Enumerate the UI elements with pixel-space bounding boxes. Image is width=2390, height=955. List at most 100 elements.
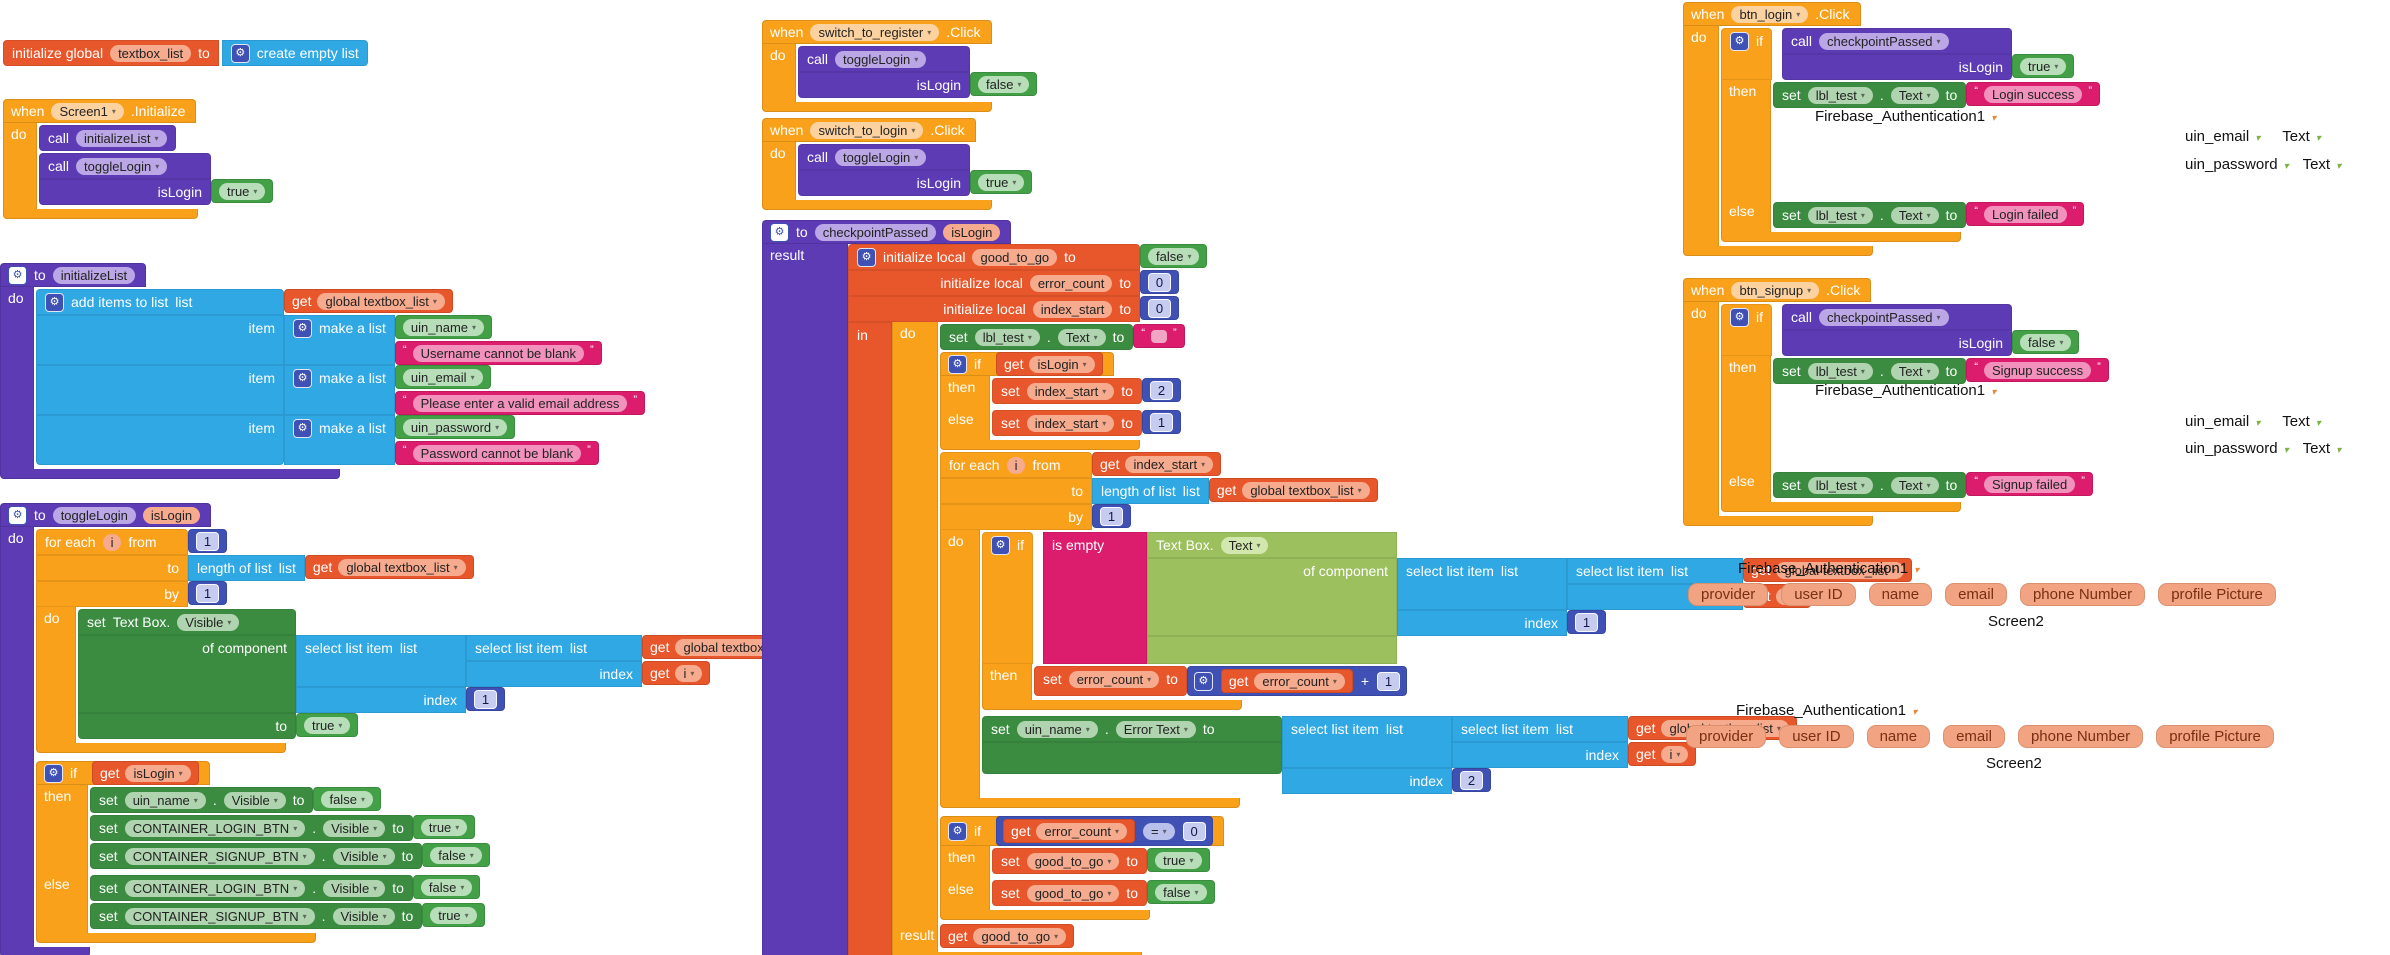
parameter-chip[interactable]: isLogin: [943, 223, 1001, 241]
procedure-name-field[interactable]: initializeList: [52, 266, 136, 284]
initialize-local-block[interactable]: initialize local good_to_go to false ini…: [848, 244, 1912, 955]
get-good-to-go-block[interactable]: get good_to_go: [940, 924, 1075, 948]
gear-icon[interactable]: [293, 418, 312, 438]
flyout-item-name[interactable]: name: [1868, 583, 1933, 606]
block-to-toggleLogin[interactable]: to toggleLogin isLogin do for each i fro…: [0, 503, 811, 955]
component-uin-password-block[interactable]: uin_password: [394, 415, 516, 439]
flyout-item-phone-number[interactable]: phone Number: [2019, 583, 2146, 606]
flyout-item-email[interactable]: email: [1945, 583, 2007, 606]
if-block[interactable]: if call checkpointPassed isLogin true: [1721, 28, 2101, 242]
get-i-block[interactable]: get i: [642, 661, 711, 685]
floating-uin-email-label[interactable]: uin_email Text: [2185, 128, 2321, 145]
call-checkpointPassed-block[interactable]: call checkpointPassed isLogin true: [1782, 28, 2075, 80]
operator-dropdown[interactable]: =: [1142, 822, 1175, 840]
call-toggleLogin-block[interactable]: call toggleLogin isLogin false: [798, 46, 1038, 98]
do-result-block[interactable]: do set lbl_test . Text to: [892, 322, 1912, 955]
block-initialize-global[interactable]: initialize global textbox_list to create…: [3, 40, 368, 66]
get-isLogin-block[interactable]: get isLogin: [996, 352, 1103, 376]
gear-icon[interactable]: [1730, 31, 1749, 51]
length-of-list-block[interactable]: length of list list get global textbox_l…: [1092, 478, 1378, 504]
logic-true-block[interactable]: true: [2012, 54, 2075, 78]
component-uin-name-block[interactable]: uin_name: [394, 315, 493, 339]
block-to-checkpointPassed[interactable]: to checkpointPassed isLogin result initi…: [762, 220, 1912, 955]
logic-true-block[interactable]: true: [296, 713, 359, 737]
firebase-authentication-dropdown[interactable]: Firebase_Authentication1: [1815, 108, 1996, 125]
if-block[interactable]: if get isLogin then: [940, 352, 1181, 450]
get-error-count-block[interactable]: get error_count: [1003, 819, 1135, 843]
add-items-to-list-block[interactable]: add items to list list get global textbo…: [36, 289, 645, 465]
flyout-item-provider[interactable]: provider: [1686, 725, 1767, 748]
number-0-block[interactable]: 0: [1140, 296, 1179, 320]
set-container-signup-visible-block[interactable]: set CONTAINER_SIGNUP_BTN . Visible to tr…: [90, 903, 485, 929]
select-list-item-block[interactable]: select list item list get global textbox…: [466, 635, 811, 687]
number-1-block[interactable]: 1: [1092, 504, 1131, 528]
logic-false-block[interactable]: false: [313, 787, 381, 811]
number-2-block[interactable]: 2: [1452, 768, 1491, 792]
set-any-textbox-visible-block[interactable]: set Text Box. Visible of component: [78, 609, 811, 739]
local-name-field[interactable]: error_count: [1029, 274, 1113, 292]
for-each-block[interactable]: for each i from get index_start: [940, 452, 1912, 808]
math-plus-block[interactable]: get error_count + 1: [1186, 666, 1408, 696]
floating-uin-email-label[interactable]: uin_email Text: [2185, 413, 2321, 430]
set-good-to-go-block[interactable]: set good_to_go to true: [992, 848, 1210, 874]
logic-false-block[interactable]: false: [2012, 330, 2080, 354]
empty-text-string-block[interactable]: [1133, 324, 1185, 348]
procedure-dropdown[interactable]: initializeList: [76, 129, 167, 147]
for-each-block[interactable]: for each i from 1 to length of list list: [36, 529, 811, 753]
set-lbl-test-text-block[interactable]: set lbl_test . Text to Login failed: [1773, 202, 2085, 228]
number-1-block[interactable]: 1: [1141, 410, 1181, 434]
gear-icon[interactable]: [293, 368, 312, 388]
gear-icon[interactable]: [44, 763, 63, 783]
gear-icon[interactable]: [991, 535, 1010, 555]
gear-icon[interactable]: [230, 43, 250, 63]
block-when-switch-to-register[interactable]: when switch_to_register .Click do call t…: [762, 20, 1038, 112]
block-to-initializeList[interactable]: to initializeList do add items to list l…: [0, 263, 645, 479]
set-container-login-visible-block[interactable]: set CONTAINER_LOGIN_BTN . Visible to tru…: [90, 815, 476, 841]
gear-icon[interactable]: [948, 354, 967, 374]
make-a-list-block[interactable]: make a list uin_email Please enter a val…: [284, 365, 645, 415]
get-index-start-block[interactable]: get index_start: [1092, 452, 1222, 476]
property-dropdown[interactable]: Text: [1220, 536, 1269, 554]
set-good-to-go-block[interactable]: set good_to_go to false: [992, 880, 1215, 906]
block-when-switch-to-login[interactable]: when switch_to_login .Click do call togg…: [762, 118, 1033, 210]
flyout-item-phone-number[interactable]: phone Number: [2017, 725, 2144, 748]
get-global-textbox-list-block[interactable]: get global textbox_list: [304, 555, 474, 579]
number-1-block[interactable]: 1: [466, 687, 505, 711]
call-checkpointPassed-block[interactable]: call checkpointPassed isLogin false: [1782, 304, 2080, 356]
logic-false-block[interactable]: false: [1147, 880, 1215, 904]
set-index-start-block[interactable]: set index_start to 1: [992, 410, 1181, 436]
floating-uin-password-label[interactable]: uin_password Text: [2185, 440, 2341, 457]
create-empty-list-block[interactable]: create empty list: [221, 40, 368, 66]
logic-true-block[interactable]: true: [211, 179, 274, 203]
if-block[interactable]: if get error_count = 0: [940, 816, 1224, 920]
flyout-screen2-item[interactable]: Screen2: [1986, 755, 2042, 772]
text-string-block[interactable]: Signup failed: [1966, 472, 2093, 496]
gear-icon[interactable]: [1730, 307, 1749, 327]
component-dropdown[interactable]: switch_to_login: [810, 121, 924, 139]
get-isLogin-block[interactable]: get isLogin: [92, 761, 199, 785]
local-name-field[interactable]: good_to_go: [972, 248, 1058, 266]
variable-dropdown[interactable]: global textbox_list: [317, 292, 445, 310]
call-initializeList-block[interactable]: call initializeList: [39, 125, 176, 151]
logic-true-block[interactable]: true: [970, 170, 1033, 194]
firebase-authentication-dropdown[interactable]: Firebase_Authentication1: [1736, 702, 2274, 719]
get-global-textbox-list-block[interactable]: get global textbox_list: [284, 289, 453, 313]
procedure-dropdown[interactable]: toggleLogin: [76, 157, 168, 175]
get-i-block[interactable]: get i: [1628, 742, 1697, 766]
flyout-item-user-id[interactable]: user ID: [1779, 725, 1854, 748]
set-container-login-visible-block[interactable]: set CONTAINER_LOGIN_BTN . Visible to fal…: [90, 875, 481, 901]
get-error-count-block[interactable]: get error_count: [1220, 669, 1353, 693]
logic-false-block[interactable]: false: [1140, 244, 1208, 268]
text-string-block[interactable]: Login failed: [1966, 202, 2085, 226]
gear-icon[interactable]: [8, 505, 27, 525]
flyout-item-email[interactable]: email: [1943, 725, 2005, 748]
logic-false-block[interactable]: false: [970, 72, 1038, 96]
gear-icon[interactable]: [45, 292, 64, 312]
block-when-btn-login[interactable]: when btn_login .Click do if call: [1683, 2, 2101, 256]
number-0-block[interactable]: 0: [1140, 270, 1179, 294]
flyout-item-profile-picture[interactable]: profile Picture: [2156, 725, 2274, 748]
text-string-block[interactable]: Login success: [1966, 82, 2101, 106]
floating-uin-password-label[interactable]: uin_password Text: [2185, 156, 2341, 173]
number-1-block[interactable]: 1: [188, 529, 227, 553]
